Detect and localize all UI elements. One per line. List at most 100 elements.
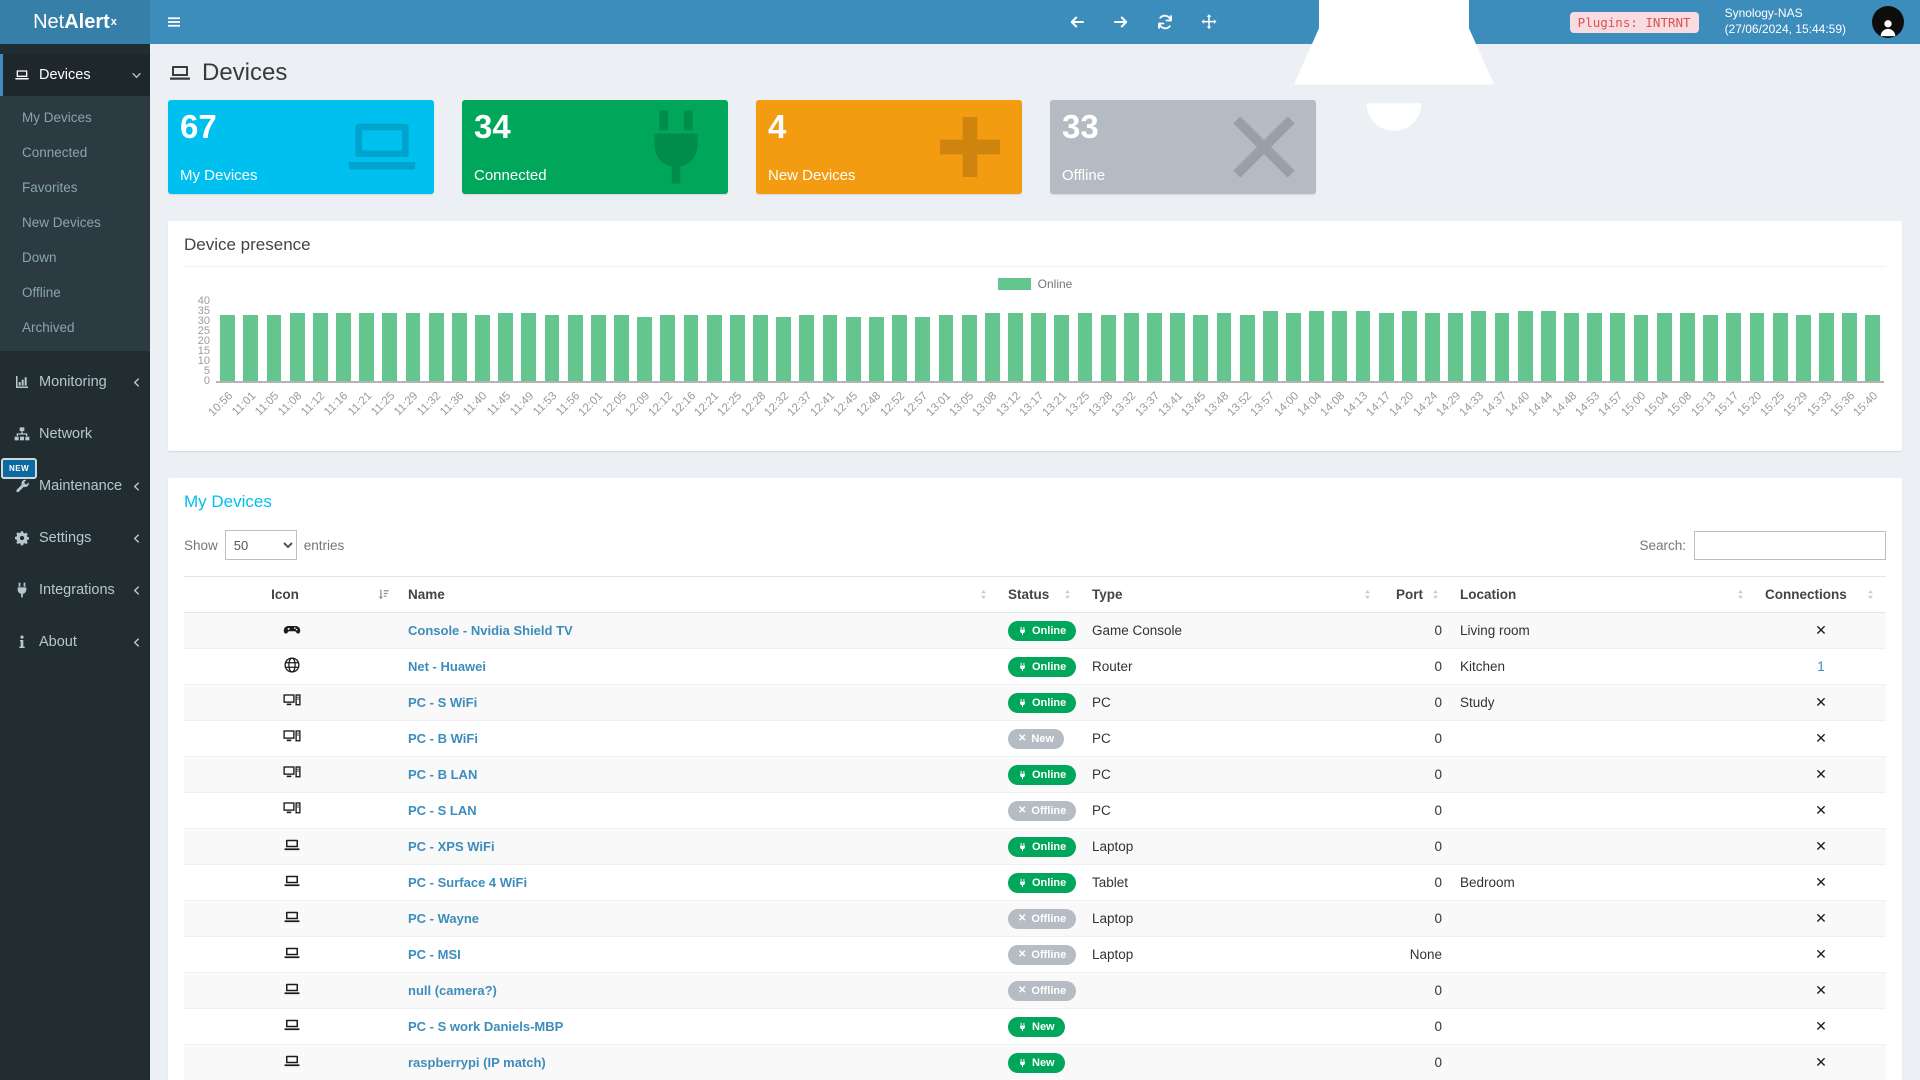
device-icon-cell [184, 648, 399, 685]
chart-bar [1401, 311, 1417, 381]
device-link[interactable]: PC - B WiFi [408, 731, 478, 746]
x-icon: ✕ [1018, 912, 1027, 924]
column-header-connections[interactable]: Connections [1756, 576, 1886, 613]
plug-icon [1018, 626, 1027, 636]
device-link[interactable]: PC - B LAN [408, 767, 478, 782]
sidebar-item-devices[interactable]: Devices [0, 54, 150, 96]
device-link[interactable]: PC - MSI [408, 947, 461, 962]
sidebar-toggle-button[interactable] [150, 0, 198, 44]
device-link[interactable]: PC - S LAN [408, 803, 477, 818]
sidebar-subitem-offline[interactable]: Offline [22, 285, 61, 300]
no-connections-x-icon: ✕ [1815, 874, 1827, 890]
sidebar-item-integrations[interactable]: Integrations [0, 569, 150, 611]
column-header-status[interactable]: Status [999, 576, 1083, 613]
chart-bar [220, 315, 235, 381]
page-header: Devices [150, 44, 1920, 100]
device-row-pc-wayne: PC - Wayne ✕ Offline Laptop 0 ✕ [184, 900, 1886, 937]
sidebar-item-network[interactable]: Network [0, 413, 150, 455]
device-status-cell: ✕ Offline [999, 900, 1083, 937]
navbar-right: 15 Plugins: INTRNT Synology-NAS (27/06/2… [1068, 0, 1920, 131]
sidebar-item-settings[interactable]: Settings [0, 517, 150, 559]
sidebar-item-about[interactable]: About [0, 621, 150, 663]
device-name-cell: null (camera?) [399, 972, 999, 1009]
device-link[interactable]: PC - Surface 4 WiFi [408, 875, 528, 890]
device-presence-chart: Online 0 5 10 15 20 25 30 35 40 10:56 11:01 11:05 11:… [184, 277, 1886, 443]
chart-bar [892, 315, 907, 381]
chart-icon [14, 374, 30, 390]
device-link[interactable]: PC - S WiFi [408, 695, 478, 710]
device-location-cell [1451, 1044, 1756, 1080]
forward-arrow-icon[interactable] [1112, 13, 1130, 31]
app-logo[interactable]: Net Alert x [0, 0, 150, 44]
column-header-port[interactable]: Port [1383, 576, 1451, 613]
chart-bar [1564, 313, 1579, 381]
user-avatar[interactable] [1872, 6, 1904, 38]
sidebar-subitem-archived[interactable]: Archived [22, 320, 75, 335]
sidebar-subitem-down[interactable]: Down [22, 250, 57, 265]
summary-card-my-devices[interactable]: 67 My Devices [168, 100, 434, 194]
sidebar-group-maintenance: NEW Maintenance [0, 458, 150, 507]
page-length-select[interactable]: 50 [224, 530, 297, 560]
connections-link[interactable]: 1 [1817, 659, 1825, 674]
chevron-down-icon [131, 70, 142, 81]
device-link[interactable]: Net - Huawei [408, 659, 487, 674]
sidebar-subitem-my-devices[interactable]: My Devices [22, 110, 92, 125]
gamepad-icon [283, 620, 301, 638]
chart-bar [1031, 313, 1047, 381]
summary-card-connected[interactable]: 34 Connected [462, 100, 728, 194]
summary-card-offline[interactable]: 33 Offline [1050, 100, 1316, 194]
chart-bar [776, 317, 792, 381]
sidebar-submenu-devices: My Devices Connected Favorites New Devices D… [0, 96, 150, 351]
refresh-icon[interactable] [1156, 13, 1174, 31]
device-location-cell: Study [1451, 684, 1756, 721]
sidebar-subitem-new-devices[interactable]: New Devices [22, 215, 101, 230]
sidebar-item-label: About [39, 634, 77, 650]
device-name-cell: PC - Wayne [399, 900, 999, 937]
status-badge-offline: ✕ Offline [1008, 800, 1077, 821]
device-type-cell: Tablet [1083, 864, 1383, 901]
y-tick-label: 25 [197, 325, 210, 337]
chart-bar [1633, 315, 1649, 381]
column-header-type[interactable]: Type [1083, 576, 1383, 613]
plugins-status-badge[interactable]: Plugins: INTRNT [1569, 11, 1699, 33]
chart-bar [1726, 313, 1742, 381]
device-name-cell: PC - S work Daniels-MBP [399, 1008, 999, 1045]
device-name-cell: raspberrypi (IP match) [399, 1044, 999, 1080]
sidebar-subitem-connected[interactable]: Connected [22, 145, 88, 160]
column-label: Icon [271, 587, 299, 602]
main-content: Devices 67 My Devices 34 Connected 4 New Devi… [150, 0, 1920, 1080]
device-link[interactable]: raspberrypi (IP match) [408, 1055, 546, 1070]
status-label: Offline [1031, 948, 1067, 961]
laptop-icon [14, 67, 30, 83]
column-header-icon[interactable]: Icon [184, 576, 399, 613]
notifications-bell[interactable]: 15 [1244, 0, 1544, 172]
device-name-cell: PC - XPS WiFi [399, 828, 999, 865]
device-link[interactable]: PC - S work Daniels-MBP [408, 1019, 564, 1034]
device-link[interactable]: PC - XPS WiFi [408, 839, 495, 854]
laptop-icon [283, 908, 301, 926]
device-link[interactable]: null (camera?) [408, 983, 497, 998]
back-arrow-icon[interactable] [1068, 13, 1086, 31]
sidebar-subitem-favorites[interactable]: Favorites [22, 180, 78, 195]
status-label: Offline [1031, 804, 1067, 817]
chart-bar [868, 317, 884, 381]
chart-bar [1703, 315, 1718, 381]
chart-bar [729, 315, 745, 381]
sidebar-item-monitoring[interactable]: Monitoring [0, 361, 150, 403]
column-header-location[interactable]: Location [1451, 576, 1756, 613]
chart-bar [451, 313, 467, 381]
device-link[interactable]: PC - Wayne [408, 911, 480, 926]
device-link[interactable]: Console - Nvidia Shield TV [408, 623, 573, 638]
column-header-name[interactable]: Name [399, 576, 999, 613]
sidebar-item-maintenance[interactable]: NEW Maintenance [0, 458, 150, 507]
move-icon[interactable] [1200, 13, 1218, 31]
laptop-icon [283, 1052, 301, 1070]
summary-card-new-devices[interactable]: 4 New Devices [756, 100, 1022, 194]
chart-bar [359, 313, 375, 381]
desktop-icon [282, 728, 301, 746]
search-input[interactable] [1694, 530, 1886, 560]
chart-bar [1819, 313, 1834, 381]
chart-bar [1286, 313, 1301, 381]
device-status-cell: ✕ Offline [999, 936, 1083, 973]
device-connections-cell: 1 [1756, 648, 1886, 685]
